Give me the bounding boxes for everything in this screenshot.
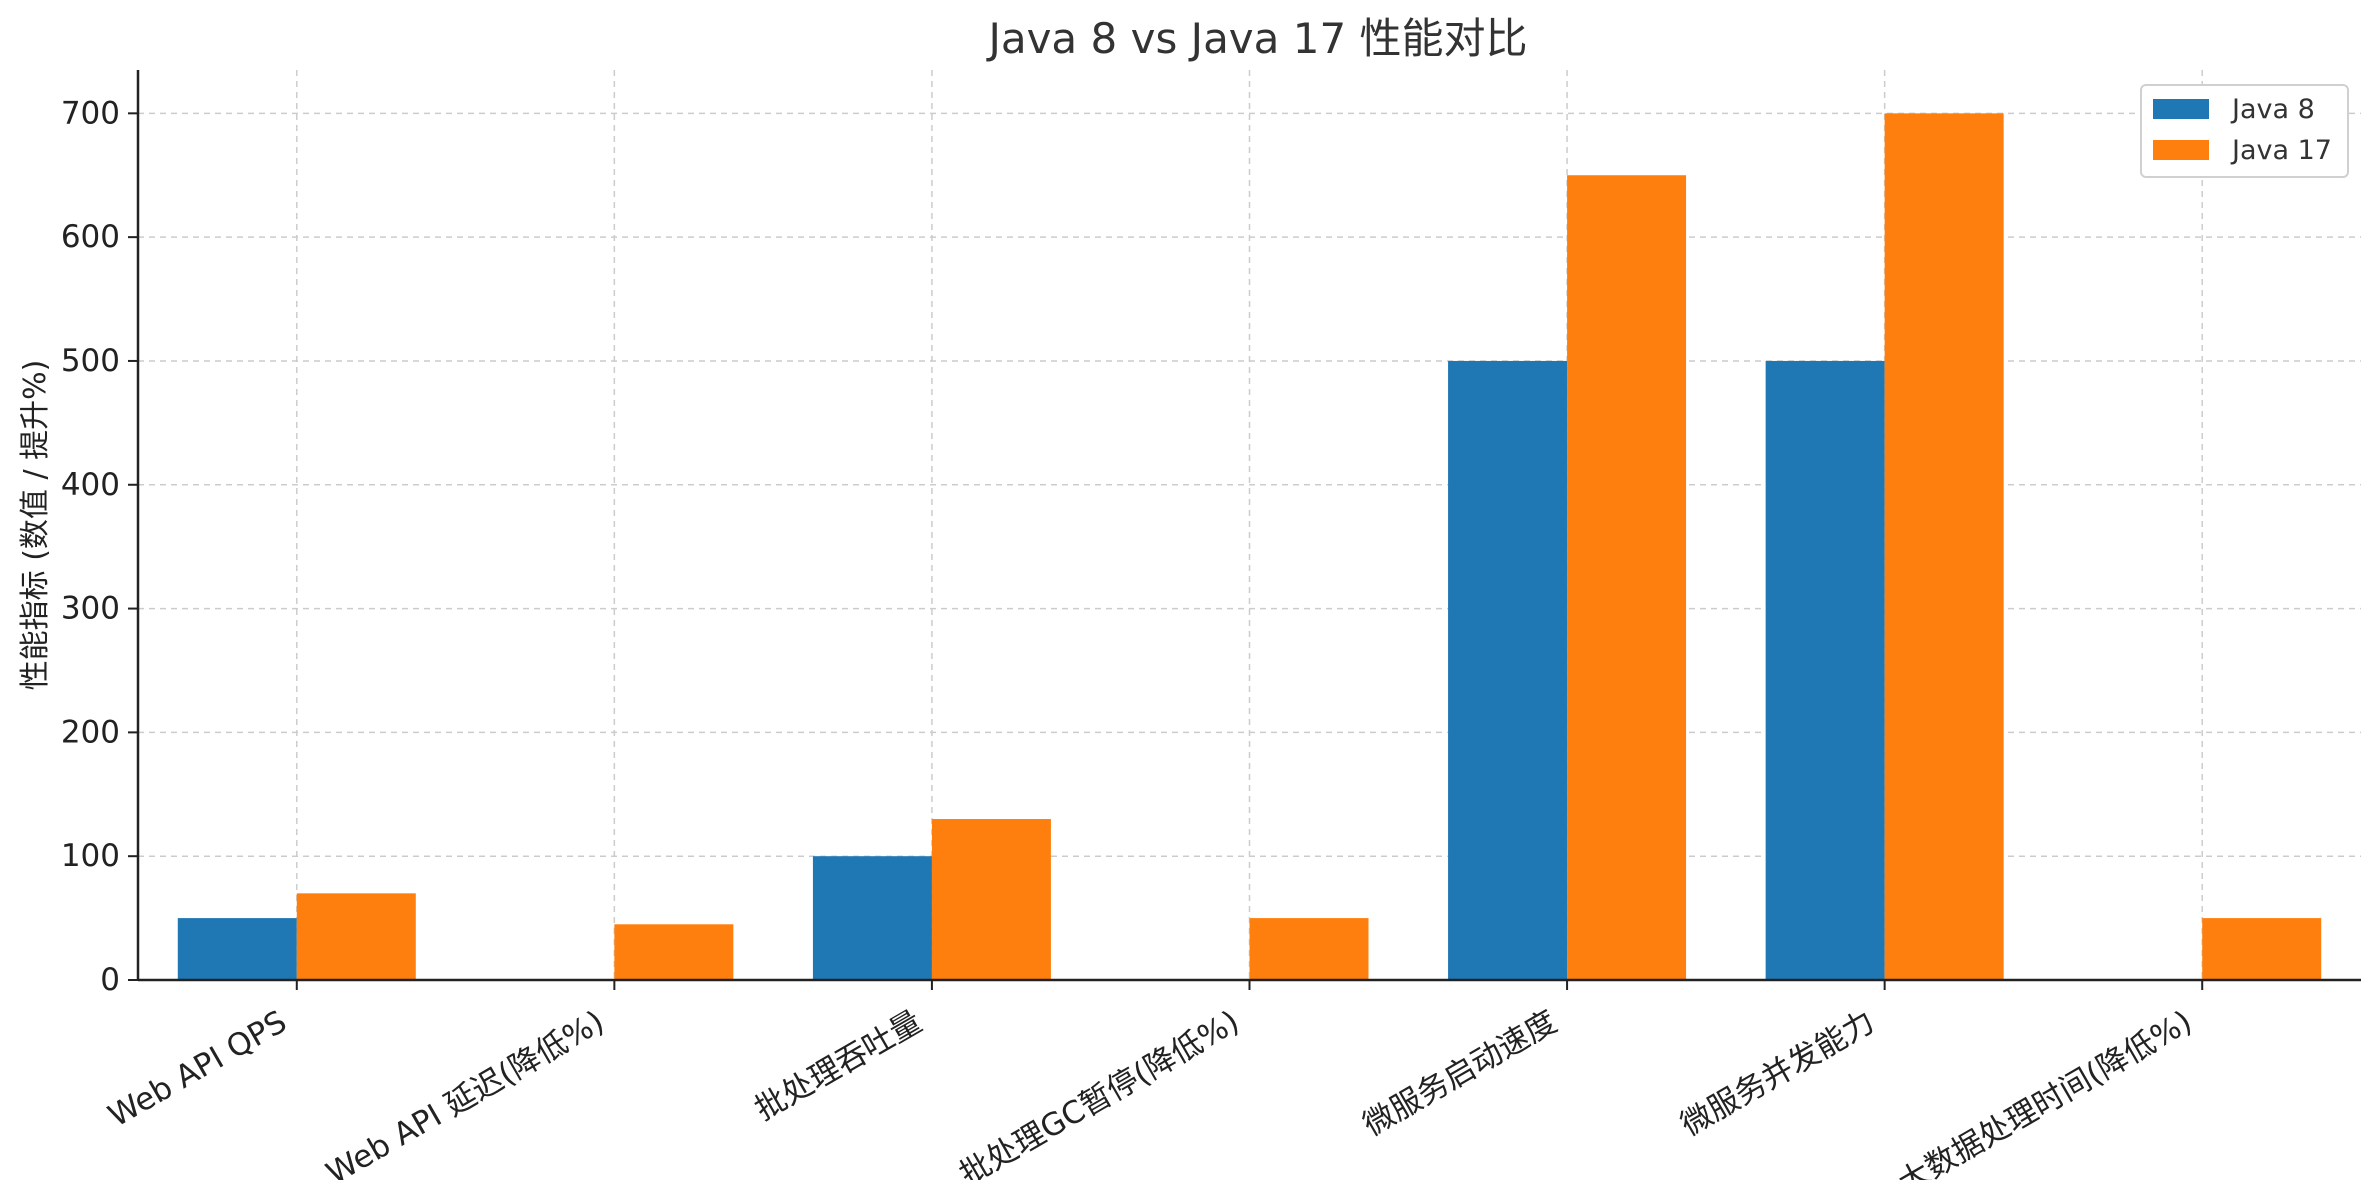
bar-java-8-4 (1448, 360, 1568, 980)
bar-java-17-5 (1884, 113, 2004, 981)
legend-swatch-java-17 (2153, 140, 2209, 160)
y-tick-label-600: 600 (61, 219, 120, 255)
legend-swatch-java-8 (2153, 99, 2209, 119)
legend-label-java-17: Java 17 (2230, 135, 2332, 166)
chart-title: Java 8 vs Java 17 性能对比 (985, 14, 1527, 63)
y-ticks-layer: 0 100 200 300 400 500 600 700 (61, 95, 120, 998)
bar-java-17-0 (296, 893, 416, 980)
legend: Java 8 Java 17 (2140, 84, 2349, 178)
bar-java-8-0 (177, 918, 297, 980)
y-tick-label-700: 700 (61, 95, 120, 131)
bar-java-17-2 (931, 819, 1051, 980)
y-tick-label-300: 300 (61, 591, 120, 627)
y-tick-label-200: 200 (61, 714, 120, 750)
bar-java-17-6 (2202, 918, 2322, 980)
y-axis-label: 性能指标 (数值 / 提升%) (18, 360, 53, 691)
bar-java-17-3 (1249, 918, 1369, 980)
axes-layer (128, 70, 2361, 990)
y-tick-label-0: 0 (100, 962, 120, 998)
bars-layer (177, 113, 2322, 981)
y-tick-label-100: 100 (61, 838, 120, 874)
bar-java-8-2 (812, 856, 932, 980)
y-tick-label-400: 400 (61, 467, 120, 503)
bar-java-17-1 (614, 924, 734, 980)
bar-java-8-5 (1765, 360, 1885, 980)
legend-label-java-8: Java 8 (2230, 94, 2315, 125)
bar-java-17-4 (1567, 175, 1687, 980)
y-tick-label-500: 500 (61, 343, 120, 379)
